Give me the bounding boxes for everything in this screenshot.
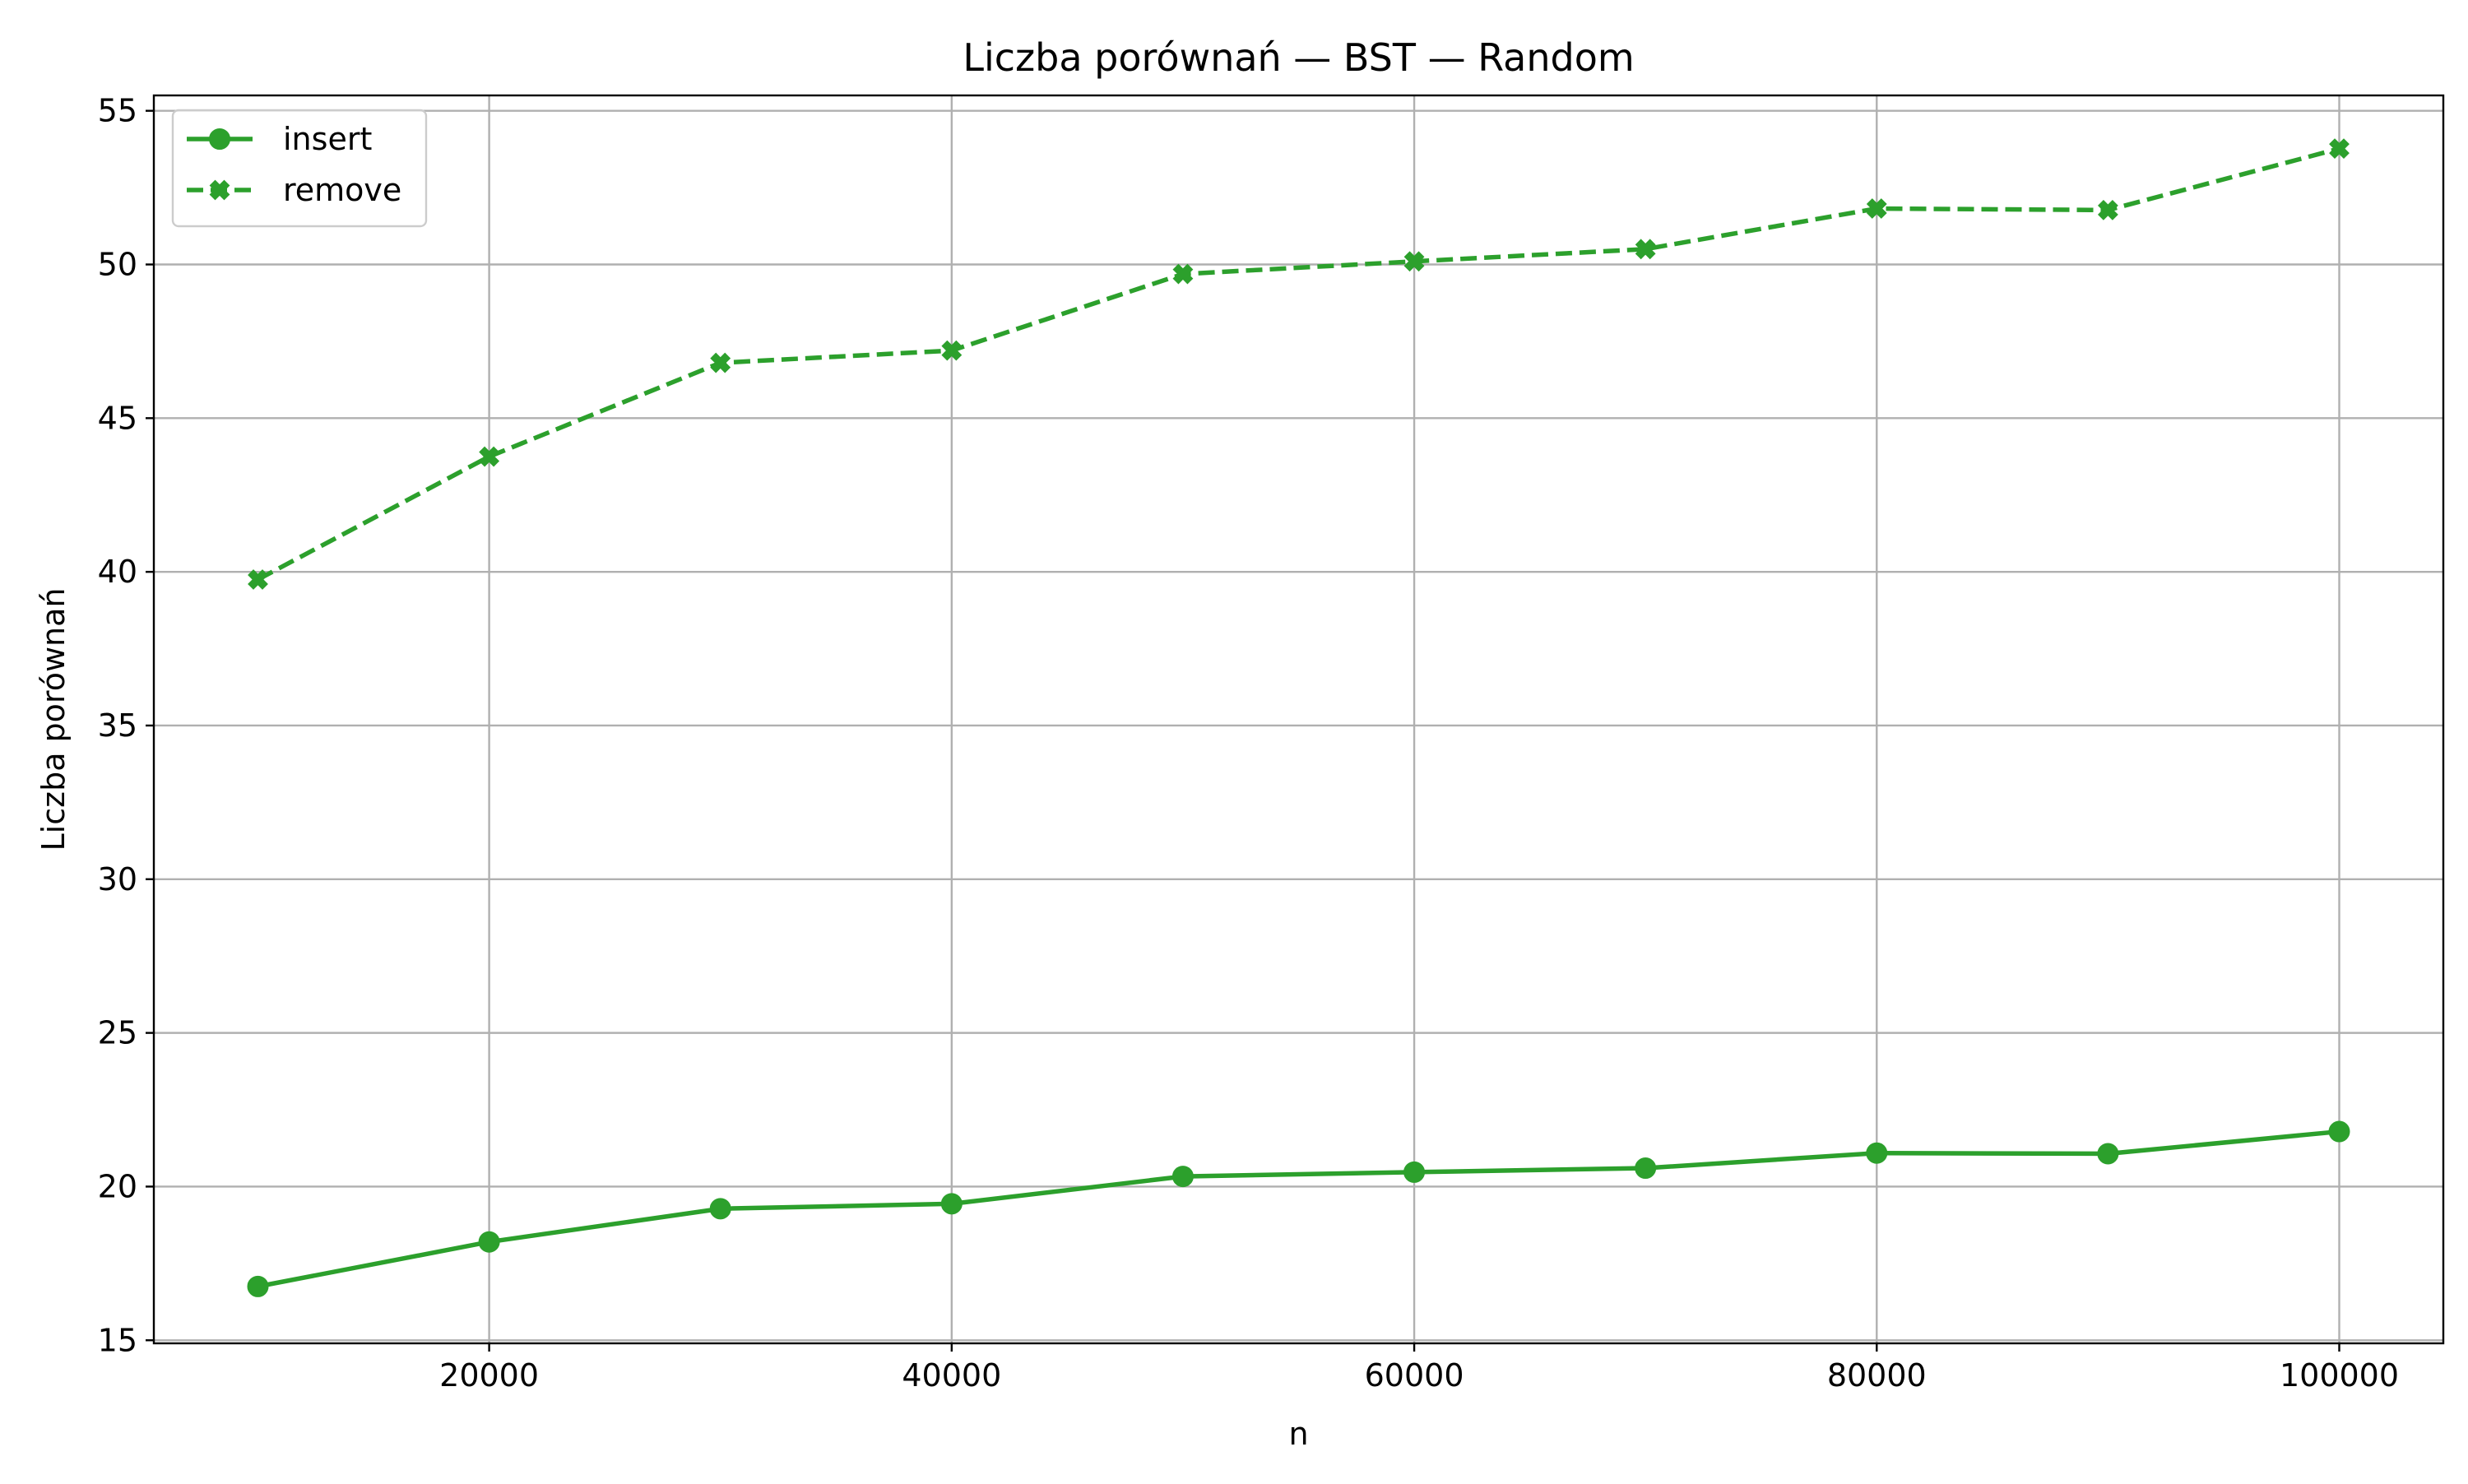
data-point-insert xyxy=(247,1275,269,1297)
data-point-insert xyxy=(1403,1161,1426,1183)
series-line-insert xyxy=(257,1129,2340,1289)
y-tick-label: 45 xyxy=(98,400,137,436)
chart-title: Liczba porównań — BST — Random xyxy=(963,35,1634,80)
data-point-remove xyxy=(710,352,731,373)
data-point-remove xyxy=(479,446,500,467)
x-tick-label: 80000 xyxy=(1827,1357,1927,1394)
x-tick-label: 100000 xyxy=(2280,1357,2399,1394)
y-tick-label: 35 xyxy=(98,707,137,744)
legend-label-remove: remove xyxy=(283,172,401,208)
legend-label-insert: insert xyxy=(283,121,372,157)
series-layer xyxy=(247,138,2350,1297)
data-point-insert xyxy=(2097,1143,2119,1165)
data-point-insert xyxy=(709,1198,731,1220)
data-point-remove xyxy=(1403,251,1425,272)
x-tick-label: 40000 xyxy=(902,1357,1001,1394)
legend: insert remove xyxy=(171,109,428,228)
series-remove xyxy=(248,138,2350,590)
plot-frame xyxy=(152,94,2445,1345)
y-axis-label: Liczba porównań xyxy=(35,588,72,851)
x-tick-label: 60000 xyxy=(1365,1357,1464,1394)
data-point-remove xyxy=(2097,199,2118,220)
y-tick-label: 55 xyxy=(98,93,137,129)
y-tick-label: 20 xyxy=(98,1168,137,1204)
data-point-insert xyxy=(2328,1120,2350,1143)
data-point-remove xyxy=(248,569,268,590)
data-point-insert xyxy=(1171,1166,1194,1188)
x-tick-label: 20000 xyxy=(439,1357,539,1394)
y-tick-label: 15 xyxy=(98,1322,137,1358)
data-point-insert xyxy=(478,1231,500,1253)
data-point-remove xyxy=(1172,263,1194,285)
series-insert xyxy=(247,1120,2350,1297)
data-point-remove xyxy=(1635,239,1656,260)
series-line-remove xyxy=(257,146,2340,582)
y-tick-label: 40 xyxy=(98,554,137,590)
data-point-remove xyxy=(941,340,963,361)
legend-marker-remove xyxy=(209,179,230,201)
grid xyxy=(154,95,2443,1343)
y-tick-label: 30 xyxy=(98,861,137,897)
y-tick-label: 50 xyxy=(98,247,137,283)
ticks: 20000 40000 60000 80000 100000 15 20 25 30 35 40 45… xyxy=(98,93,2399,1394)
y-tick-label: 25 xyxy=(98,1015,137,1051)
data-point-remove xyxy=(2329,138,2350,160)
data-point-remove xyxy=(1866,198,1887,219)
legend-marker-insert xyxy=(209,128,230,150)
data-point-insert xyxy=(940,1193,963,1215)
data-point-insert xyxy=(1635,1157,1657,1180)
data-point-insert xyxy=(1866,1142,1888,1164)
x-axis-label: n xyxy=(1288,1416,1308,1452)
